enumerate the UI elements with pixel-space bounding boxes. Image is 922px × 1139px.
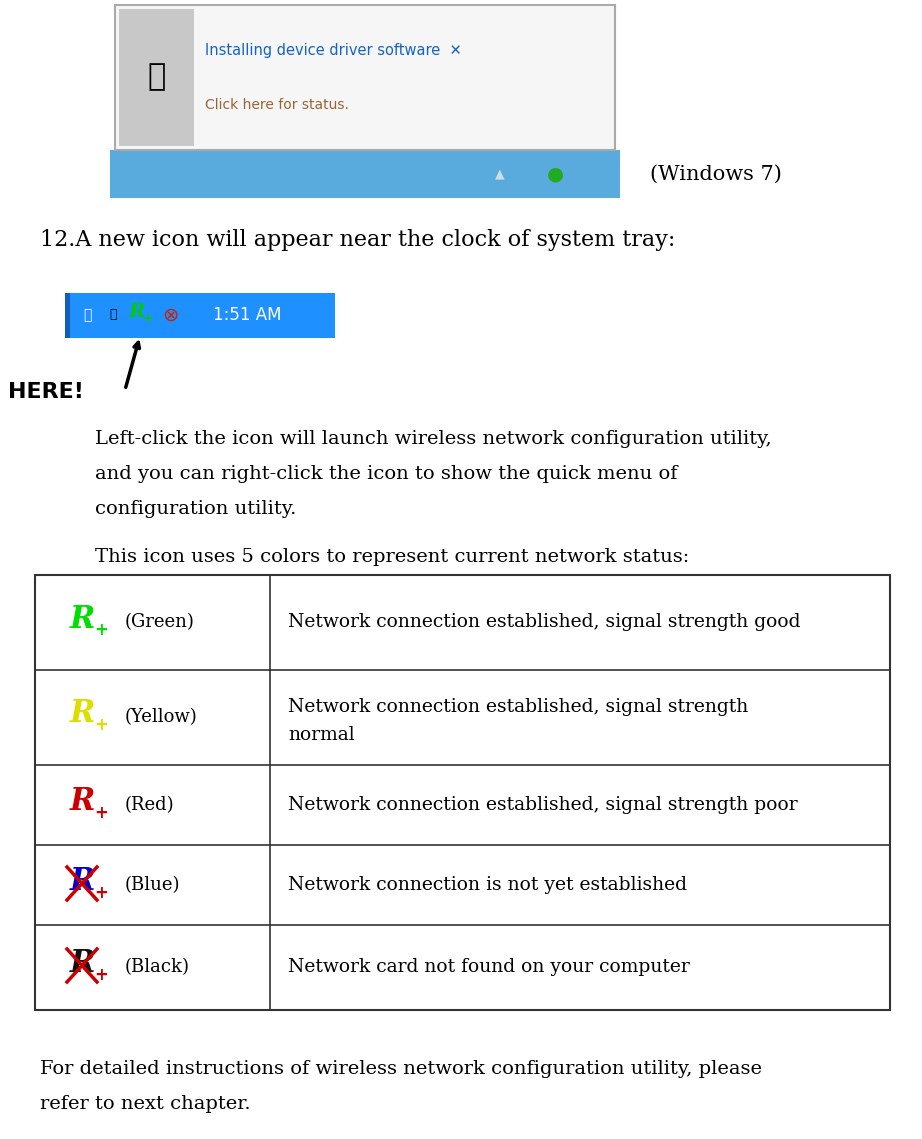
Text: refer to next chapter.: refer to next chapter.	[40, 1095, 251, 1113]
Text: (Red): (Red)	[125, 796, 174, 814]
Text: +: +	[94, 966, 108, 984]
Text: ▲: ▲	[495, 167, 505, 180]
Text: (Black): (Black)	[125, 958, 190, 976]
Bar	[35, 575, 890, 1010]
Text: 🖥: 🖥	[83, 308, 91, 322]
Text: Network connection established, signal strength good: Network connection established, signal s…	[288, 613, 800, 631]
Text: R: R	[69, 867, 95, 898]
Text: ●: ●	[547, 164, 563, 183]
Text: +: +	[94, 884, 108, 902]
Text: R: R	[129, 303, 145, 321]
Text: For detailed instructions of wireless network configuration utility, please: For detailed instructions of wireless ne…	[40, 1060, 762, 1077]
Text: ⊗: ⊗	[162, 305, 178, 325]
Text: (Blue): (Blue)	[125, 876, 181, 894]
Bar	[110, 150, 620, 198]
Text: Network connection established, signal strength: Network connection established, signal s…	[288, 698, 749, 716]
Text: Network connection established, signal strength poor: Network connection established, signal s…	[288, 796, 798, 814]
Text: 12.A new icon will appear near the clock of system tray:: 12.A new icon will appear near the clock…	[40, 229, 676, 251]
Text: 🔊: 🔊	[109, 309, 117, 321]
Text: Network connection is not yet established: Network connection is not yet establishe…	[288, 876, 687, 894]
Text: R: R	[69, 949, 95, 980]
Text: (Yellow): (Yellow)	[125, 708, 197, 726]
Bar	[65, 293, 335, 338]
Text: 1:51 AM: 1:51 AM	[213, 306, 281, 323]
Text: Click here for status.: Click here for status.	[205, 98, 349, 112]
Text: +: +	[94, 716, 108, 734]
Text: and you can right-click the icon to show the quick menu of: and you can right-click the icon to show…	[95, 465, 678, 483]
Text: Installing device driver software  ✕: Installing device driver software ✕	[205, 42, 462, 57]
Bar	[119, 9, 194, 146]
Text: +: +	[94, 621, 108, 639]
Text: R: R	[69, 698, 95, 729]
Text: (Green): (Green)	[125, 613, 195, 631]
Text: +: +	[143, 312, 153, 326]
Text: This icon uses 5 colors to represent current network status:: This icon uses 5 colors to represent cur…	[95, 548, 690, 566]
Bar	[115, 5, 615, 150]
Text: R: R	[69, 787, 95, 818]
Bar	[65, 293, 70, 338]
Text: +: +	[94, 804, 108, 822]
Text: configuration utility.: configuration utility.	[95, 500, 296, 518]
Text: (Windows 7): (Windows 7)	[650, 164, 782, 183]
Text: Left-click the icon will launch wireless network configuration utility,: Left-click the icon will launch wireless…	[95, 431, 772, 448]
Text: HERE!: HERE!	[8, 382, 84, 402]
Text: R: R	[69, 604, 95, 634]
Text: Network card not found on your computer: Network card not found on your computer	[288, 958, 690, 976]
Text: 🖥: 🖥	[148, 63, 166, 91]
Text: normal: normal	[288, 726, 355, 744]
